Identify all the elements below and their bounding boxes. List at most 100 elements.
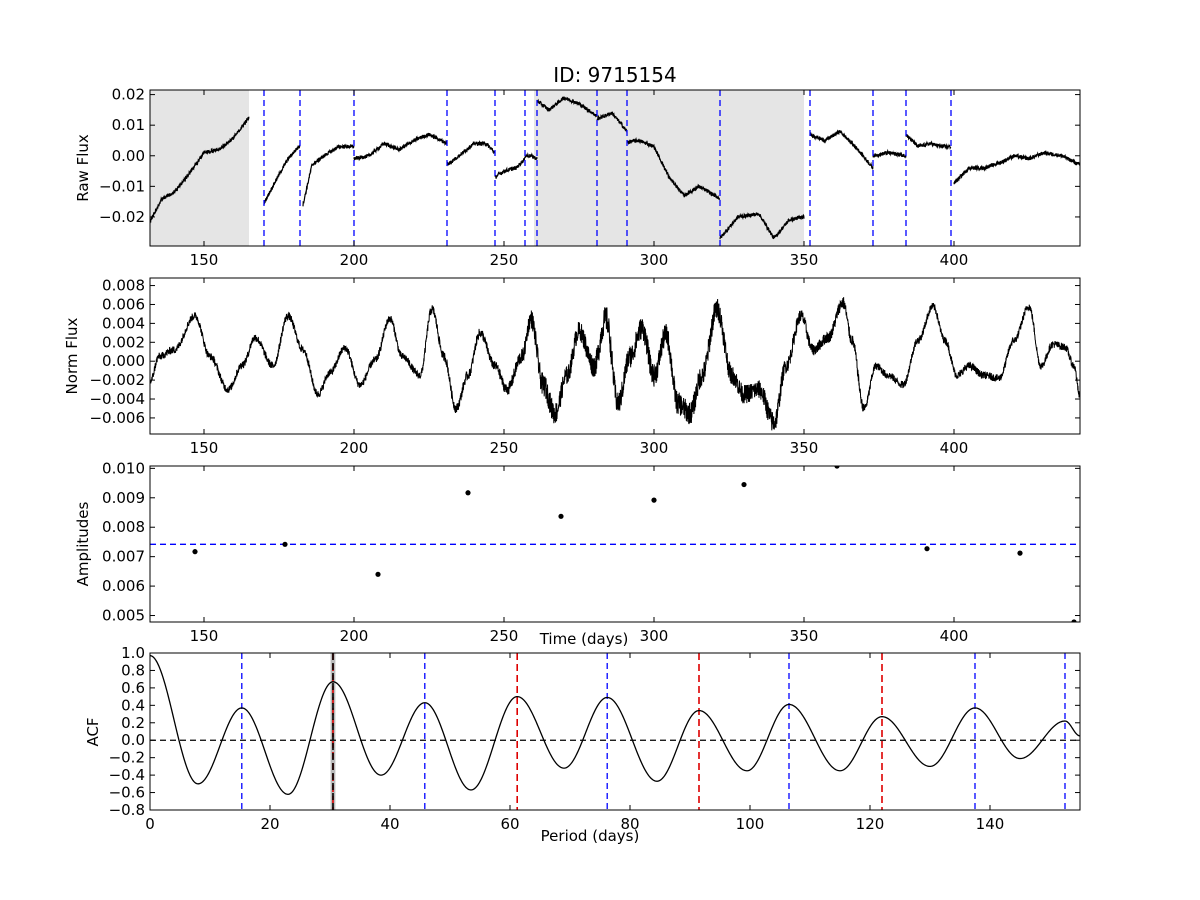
acf-ytick-label: 0.4 [121,696,145,714]
raw-flux-xtick-label: 300 [640,251,669,269]
raw-flux-ylabel: Raw Flux [74,134,92,202]
raw-flux-xtick-label: 400 [940,251,969,269]
raw-flux-segment [953,150,1080,185]
raw-flux-segment [809,129,874,170]
raw-flux-segment [494,157,526,179]
acf-line [150,654,1080,795]
raw-flux-segment [719,211,805,240]
amplitude-point [651,497,657,503]
amplitude-point [282,541,288,547]
amplitudes-ytick-label: 0.009 [102,489,145,507]
norm-flux-ytick-label: 0.000 [102,352,145,370]
raw-flux-xtick-label: 350 [790,251,819,269]
raw-flux-segment [302,143,355,207]
norm-flux-line [150,297,1080,431]
norm-flux-ytick-label: 0.008 [102,277,145,295]
norm-flux-ytick-label: −0.002 [89,371,145,389]
amplitudes-xtick-label: 250 [490,627,519,645]
shaded-region [534,90,804,246]
acf-xtick-label: 100 [736,815,765,833]
norm-flux-ytick-label: 0.004 [102,314,145,332]
acf-ytick-label: 0.6 [121,679,145,697]
norm-flux-xtick-label: 400 [940,439,969,457]
acf-frame [149,652,1081,811]
amplitudes-xtick-label: 200 [340,627,369,645]
raw-flux-ytick-label: −0.01 [99,177,145,195]
raw-flux-segment [353,132,448,162]
norm-flux-ytick-label: 0.006 [102,295,145,313]
acf-ytick-label: 0.8 [121,661,145,679]
acf-ytick-label: 0.2 [121,714,145,732]
amplitudes-xtick-label: 150 [190,627,219,645]
amplitudes-ylabel: Amplitudes [74,501,92,586]
acf-xtick-label: 20 [260,815,279,833]
acf-ytick-label: −0.6 [109,784,145,802]
time-xlabel: Time (days) [539,630,629,648]
acf-xtick-label: 140 [976,815,1005,833]
raw-flux-ytick-label: 0.00 [112,147,145,165]
raw-flux-segment [626,136,721,200]
amplitude-point [558,513,564,519]
raw-flux-segment [905,134,952,151]
acf-ylabel: ACF [84,717,102,746]
norm-flux-ylabel: Norm Flux [63,317,81,394]
acf-xtick-label: 0 [145,815,155,833]
acf-ytick-label: −0.2 [109,749,145,767]
raw-flux-ytick-label: 0.01 [112,116,145,134]
amplitudes-xtick-label: 300 [640,627,669,645]
norm-flux-frame [149,277,1081,435]
raw-flux-segment [446,140,496,167]
acf-xtick-label: 80 [620,815,639,833]
amplitudes-frame [149,465,1081,623]
amplitude-point [834,466,840,469]
chart-title: ID: 9715154 [553,63,676,87]
shaded-region [150,90,249,246]
amplitudes-ytick-label: 0.006 [102,577,145,595]
raw-flux-segment [536,96,598,118]
period-xlabel: Period (days) [541,827,640,845]
acf-xtick-label: 120 [856,815,885,833]
norm-flux-xtick-label: 250 [490,439,519,457]
raw-flux-segment [596,111,628,133]
norm-flux-xtick-label: 350 [790,439,819,457]
norm-flux-ytick-label: −0.006 [89,409,145,427]
amplitude-point [375,571,381,577]
amplitude-point [465,490,471,496]
amplitude-point [192,549,198,555]
raw-flux-frame [149,89,1081,247]
norm-flux-xtick-label: 150 [190,439,219,457]
amplitude-point [1071,619,1077,622]
acf-ytick-label: −0.4 [109,766,145,784]
norm-flux-panel: 150 200 250 300 350 400 0.0080.0060.0040.0020.… [89,277,1081,457]
amplitude-point [924,546,930,552]
amplitude-point [1017,550,1023,556]
raw-flux-xtick-label: 150 [190,251,219,269]
norm-flux-xtick-label: 300 [640,439,669,457]
norm-flux-xtick-label: 200 [340,439,369,457]
acf-xtick-label: 40 [380,815,399,833]
amplitudes-xtick-label: 350 [790,627,819,645]
amplitudes-ytick-label: 0.010 [102,459,145,477]
norm-flux-ytick-label: 0.002 [102,333,145,351]
amplitudes-panel: 150 200 250 300 350 400 0.010 0.009 0.008 0.007 0.… [102,459,1081,645]
raw-flux-segment [263,144,301,205]
acf-ytick-label: 1.0 [121,644,145,662]
acf-xtick-label: 60 [500,815,519,833]
acf-ytick-label: −0.8 [109,801,145,819]
amplitudes-ytick-label: 0.008 [102,518,145,536]
raw-flux-segment [150,116,250,224]
amplitudes-xtick-label: 400 [940,627,969,645]
amplitudes-ytick-label: 0.007 [102,548,145,566]
raw-flux-segment [524,152,538,161]
raw-flux-xtick-label: 250 [490,251,519,269]
raw-flux-segment [872,148,907,159]
raw-flux-xtick-label: 200 [340,251,369,269]
amplitude-point [741,481,747,488]
raw-flux-ytick-label: −0.02 [99,208,145,226]
raw-flux-ytick-label: 0.02 [112,86,145,104]
raw-flux-panel: 150 200 250 300 350 400 0.02 0.01 0.00 −0.01 −0.02 [99,86,1081,269]
amplitudes-ytick-label: 0.005 [102,607,145,625]
acf-panel: 0 20 40 60 80 100 120 140 1.00.80.60.40.20.0−0.2… [109,644,1081,833]
norm-flux-ytick-label: −0.004 [89,390,145,408]
